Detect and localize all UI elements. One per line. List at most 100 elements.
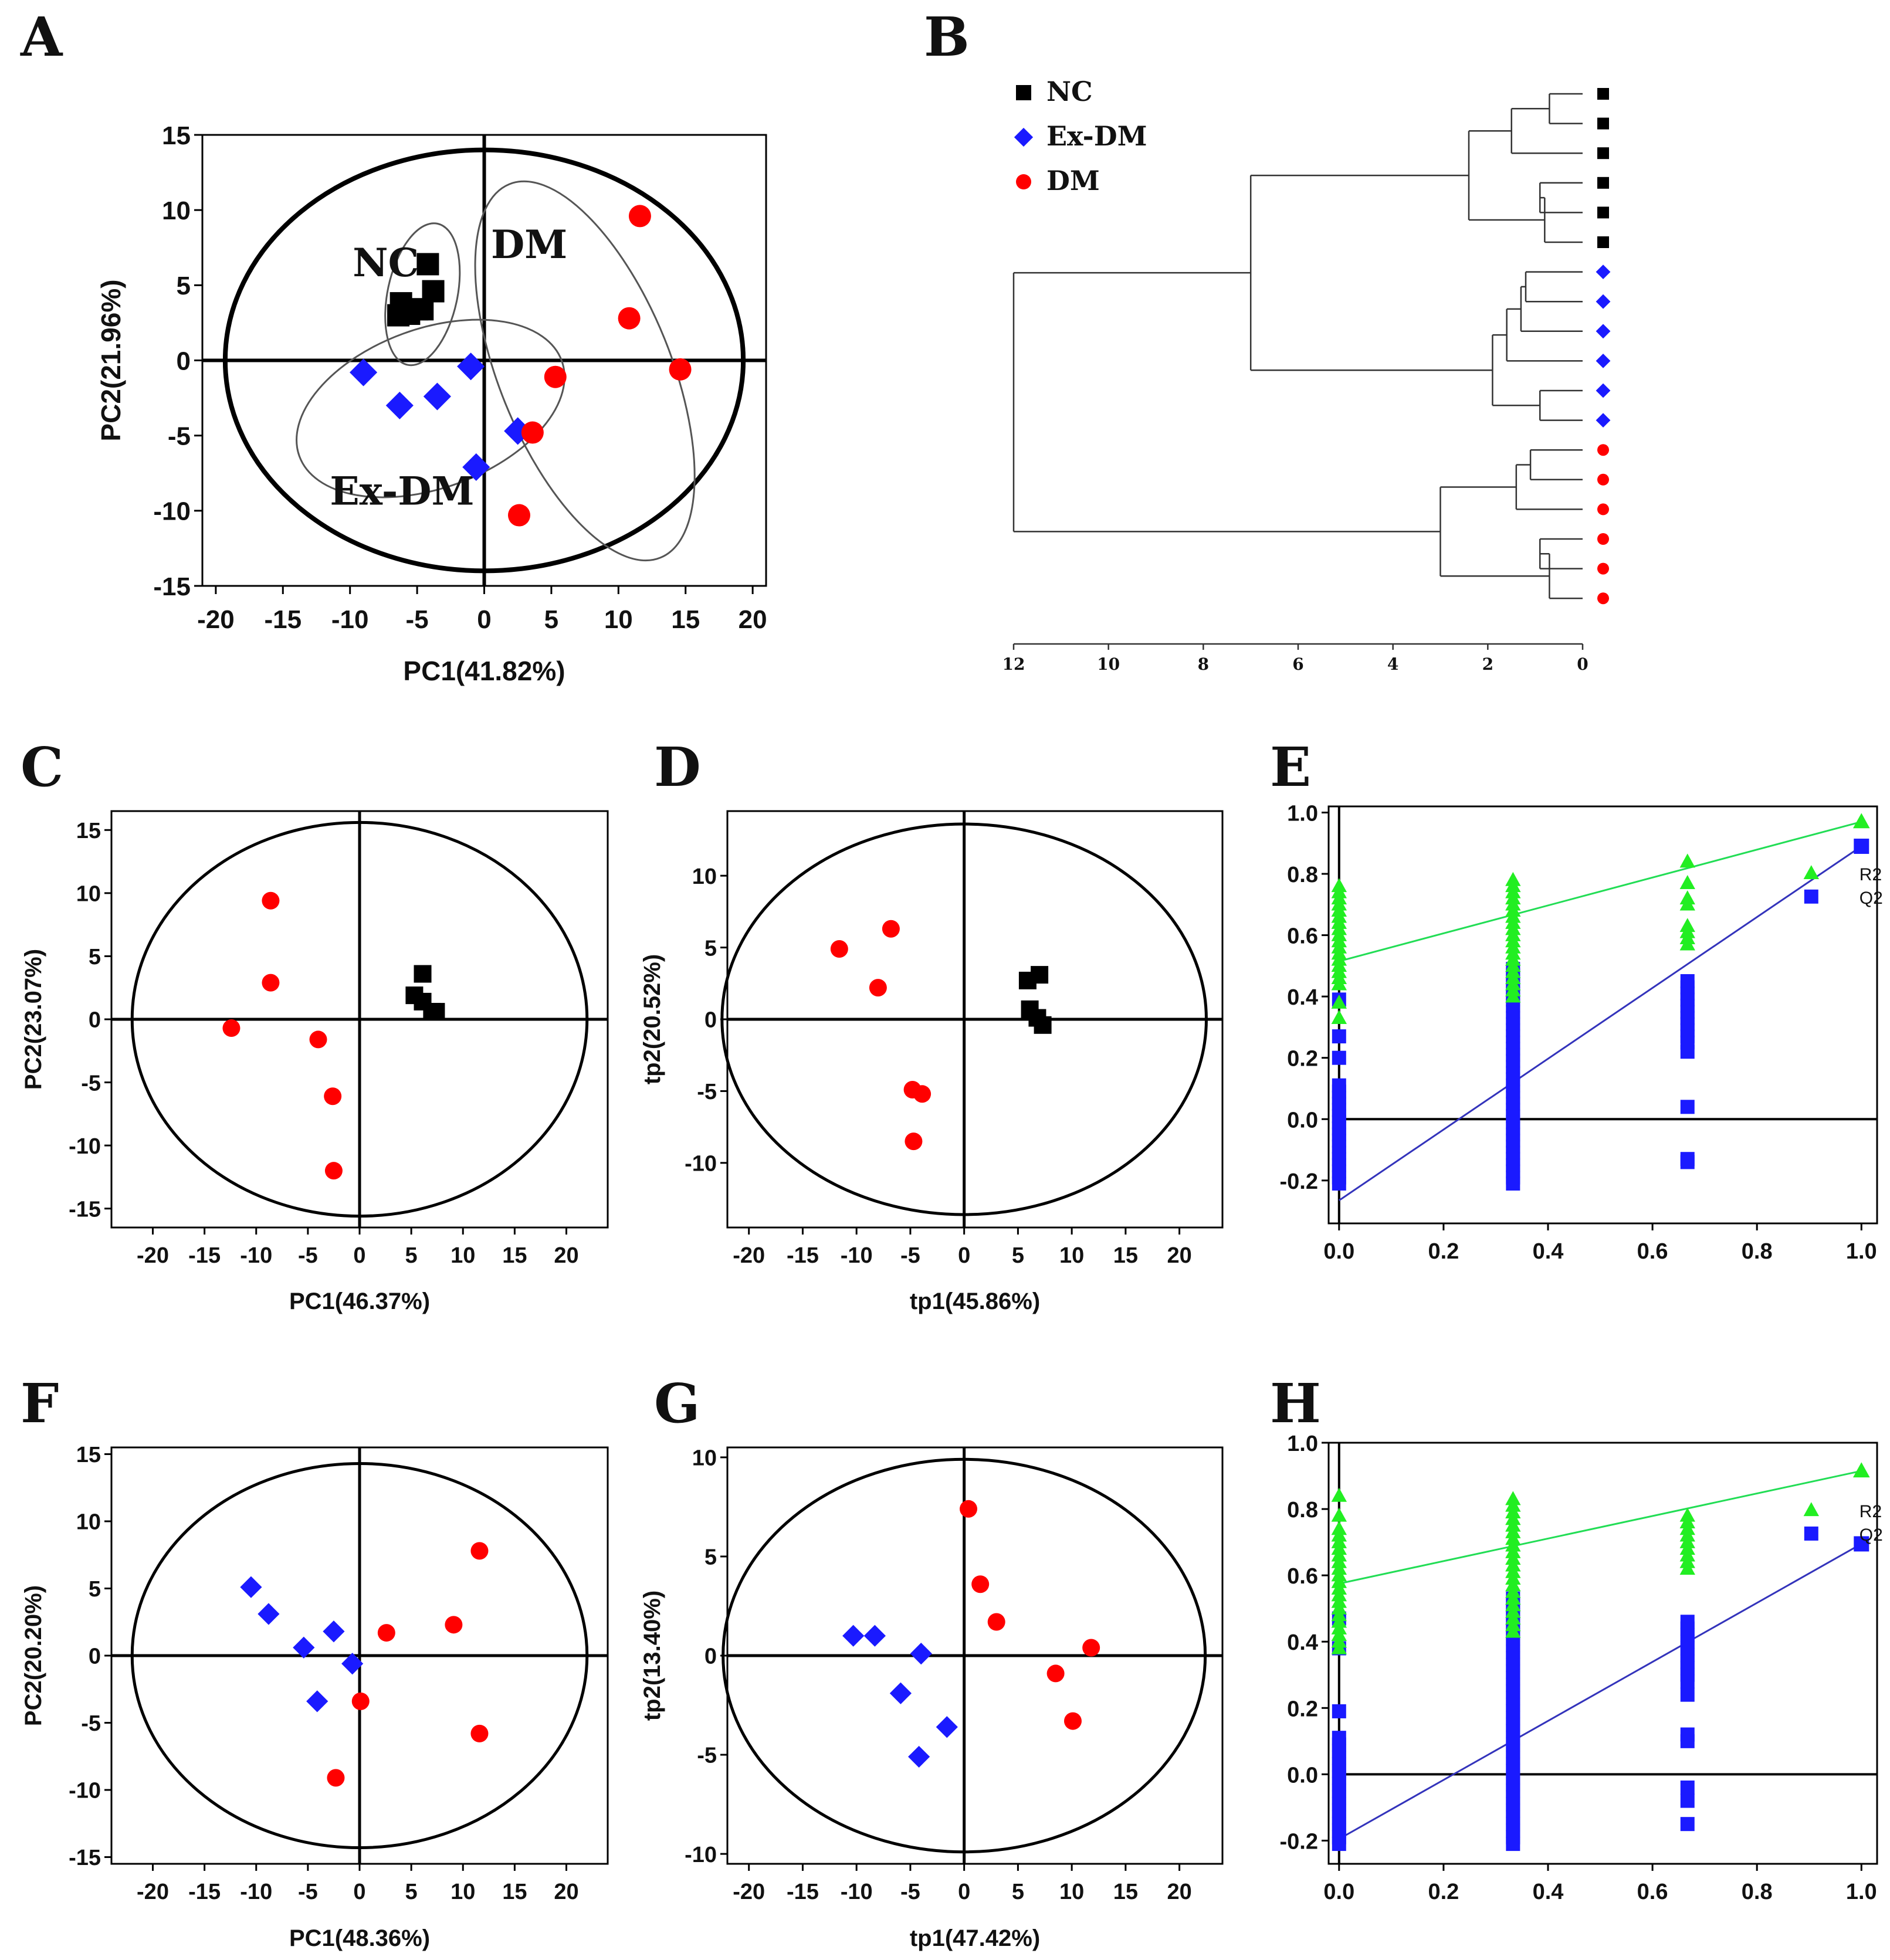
data-point-dm — [882, 920, 900, 938]
x-tick-label: -5 — [406, 605, 429, 634]
leaf-marker-nc — [1597, 117, 1609, 130]
data-point-dm — [905, 1132, 923, 1151]
x-tick-label: 6 — [1292, 655, 1303, 674]
data-point-dm — [351, 1692, 370, 1710]
x-tick-label: 5 — [1012, 1880, 1024, 1904]
y-tick-label: -5 — [697, 1080, 717, 1104]
panel-label-c: C — [21, 735, 63, 799]
x-tick-label: 0.6 — [1637, 1880, 1668, 1904]
x-tick-label: 0.4 — [1533, 1239, 1564, 1264]
x-tick-label: -20 — [733, 1243, 765, 1268]
panel-b-dendrogram: 12 10 8 6 4 2 0 NC Ex-DM DM — [1002, 76, 1611, 674]
leaf-marker-nc — [1597, 236, 1609, 248]
x-tick-label: 20 — [1167, 1243, 1191, 1268]
y-axis-title: PC2(21.96%) — [96, 279, 126, 441]
regression-line-q2 — [1338, 845, 1862, 1202]
x-tick-label: 0 — [1577, 655, 1588, 674]
permutation-point-q2 — [1680, 1155, 1695, 1169]
y-tick-label: 0 — [704, 1644, 717, 1669]
x-axis-title: tp1(45.86%) — [910, 1288, 1040, 1314]
data-point-ex-dm — [341, 1653, 364, 1675]
data-point-dm — [628, 205, 651, 228]
permutation-point-q2 — [1680, 1687, 1695, 1702]
permutation-point-q2 — [1332, 1050, 1346, 1065]
permutation-point-q2 — [1332, 1078, 1346, 1093]
panel-f-plot: -20 -15 -10 -5 0 5 10 15 20 15 10 5 0 -5 -10 -15 PC1(48.… — [21, 1443, 609, 1951]
x-tick-label: 1.0 — [1846, 1880, 1877, 1904]
y-tick-label: 15 — [162, 121, 191, 150]
x-tick-label: 20 — [554, 1880, 578, 1904]
data-point-dm — [470, 1542, 489, 1560]
y-tick-label: -0.2 — [1280, 1829, 1318, 1854]
permutation-point-q2 — [1332, 1704, 1346, 1718]
y-tick-label: 5 — [704, 1545, 717, 1570]
data-point-ex-dm — [385, 391, 414, 419]
confidence-ellipse — [130, 820, 589, 1218]
y-tick-label: -5 — [81, 1711, 101, 1736]
y-tick-label: 10 — [692, 1446, 717, 1471]
leaf-marker-dm — [1597, 592, 1609, 605]
leaf-marker-nc — [1597, 177, 1609, 189]
x-tick-label: -10 — [240, 1880, 272, 1904]
x-tick-label: -10 — [240, 1243, 272, 1268]
legend-label-nc: NC — [1046, 76, 1093, 107]
data-point-dm — [377, 1624, 395, 1642]
x-tick-label: 20 — [554, 1243, 578, 1268]
permutation-point-q2 — [1680, 1615, 1695, 1629]
legend-marker-q2 — [1804, 889, 1818, 904]
y-tick-label: 0.6 — [1287, 1564, 1318, 1589]
x-tick-label: -5 — [298, 1243, 318, 1268]
data-point-dm — [669, 358, 692, 381]
original-model-point-q2 — [1854, 1536, 1869, 1552]
data-point-nc — [406, 298, 429, 321]
x-tick-label: 0.8 — [1742, 1880, 1773, 1904]
x-tick-label: 0 — [353, 1880, 365, 1904]
data-point-dm — [445, 1616, 463, 1634]
x-tick-label: -5 — [900, 1243, 920, 1268]
y-tick-label: 0.4 — [1287, 1630, 1318, 1655]
data-point-ex-dm — [457, 352, 485, 381]
x-tick-label: 10 — [1097, 655, 1120, 674]
legend-marker-nc — [1016, 85, 1031, 100]
leaf-marker-nc — [1597, 88, 1609, 100]
x-tick-label: 0.2 — [1428, 1880, 1459, 1904]
panel-g-plot: -20 -15 -10 -5 0 5 10 15 20 10 5 0 -5 -10 tp1(47.42%) t… — [639, 1446, 1224, 1951]
original-model-point-q2 — [1854, 838, 1869, 854]
panel-h-plot: 0.0 0.2 0.4 0.6 0.8 1.0 1.0 0.8 0.6 0.4 0.2 0.0 -0.2… — [1280, 1432, 1883, 1904]
data-point-ex-dm — [907, 1745, 930, 1768]
x-axis-title: PC1(41.82%) — [403, 656, 565, 686]
y-tick-label: 0.2 — [1287, 1047, 1318, 1071]
x-tick-label: 0 — [477, 605, 491, 634]
data-point-nc — [1034, 1016, 1052, 1034]
panel-label-g: G — [654, 1372, 700, 1435]
data-point-ex-dm — [910, 1643, 932, 1665]
original-model-point-r2 — [1852, 1462, 1870, 1478]
data-point-nc — [416, 253, 439, 276]
x-axis-title: tp1(47.42%) — [910, 1925, 1040, 1951]
x-tick-label: -10 — [331, 605, 369, 634]
x-tick-label: 2 — [1482, 655, 1493, 674]
y-tick-label: 15 — [76, 819, 101, 843]
leaf-marker-ex-dm — [1596, 265, 1611, 279]
y-tick-label: -5 — [697, 1744, 717, 1768]
permutation-point-r2 — [1331, 1487, 1347, 1502]
x-axis-title: PC1(46.37%) — [289, 1288, 430, 1314]
data-point-ex-dm — [462, 453, 490, 481]
permutation-point-r2 — [1505, 872, 1521, 886]
data-point-dm — [1046, 1664, 1065, 1683]
y-tick-label: 0 — [89, 1008, 101, 1033]
y-tick-label: 1.0 — [1287, 801, 1318, 826]
leaf-marker-nc — [1597, 206, 1609, 219]
permutation-point-q2 — [1680, 1045, 1695, 1059]
x-tick-label: 20 — [1167, 1880, 1191, 1904]
y-tick-label: -15 — [69, 1846, 101, 1870]
permutation-point-r2 — [1679, 853, 1695, 868]
leaf-marker-dm — [1597, 444, 1609, 456]
x-tick-label: 15 — [671, 605, 700, 634]
leaf-marker-ex-dm — [1596, 324, 1611, 339]
x-tick-label: 10 — [1059, 1243, 1084, 1268]
y-tick-label: -10 — [153, 497, 191, 526]
x-tick-label: 10 — [451, 1243, 475, 1268]
x-tick-label: 5 — [544, 605, 558, 634]
y-tick-label: 5 — [89, 1577, 101, 1602]
